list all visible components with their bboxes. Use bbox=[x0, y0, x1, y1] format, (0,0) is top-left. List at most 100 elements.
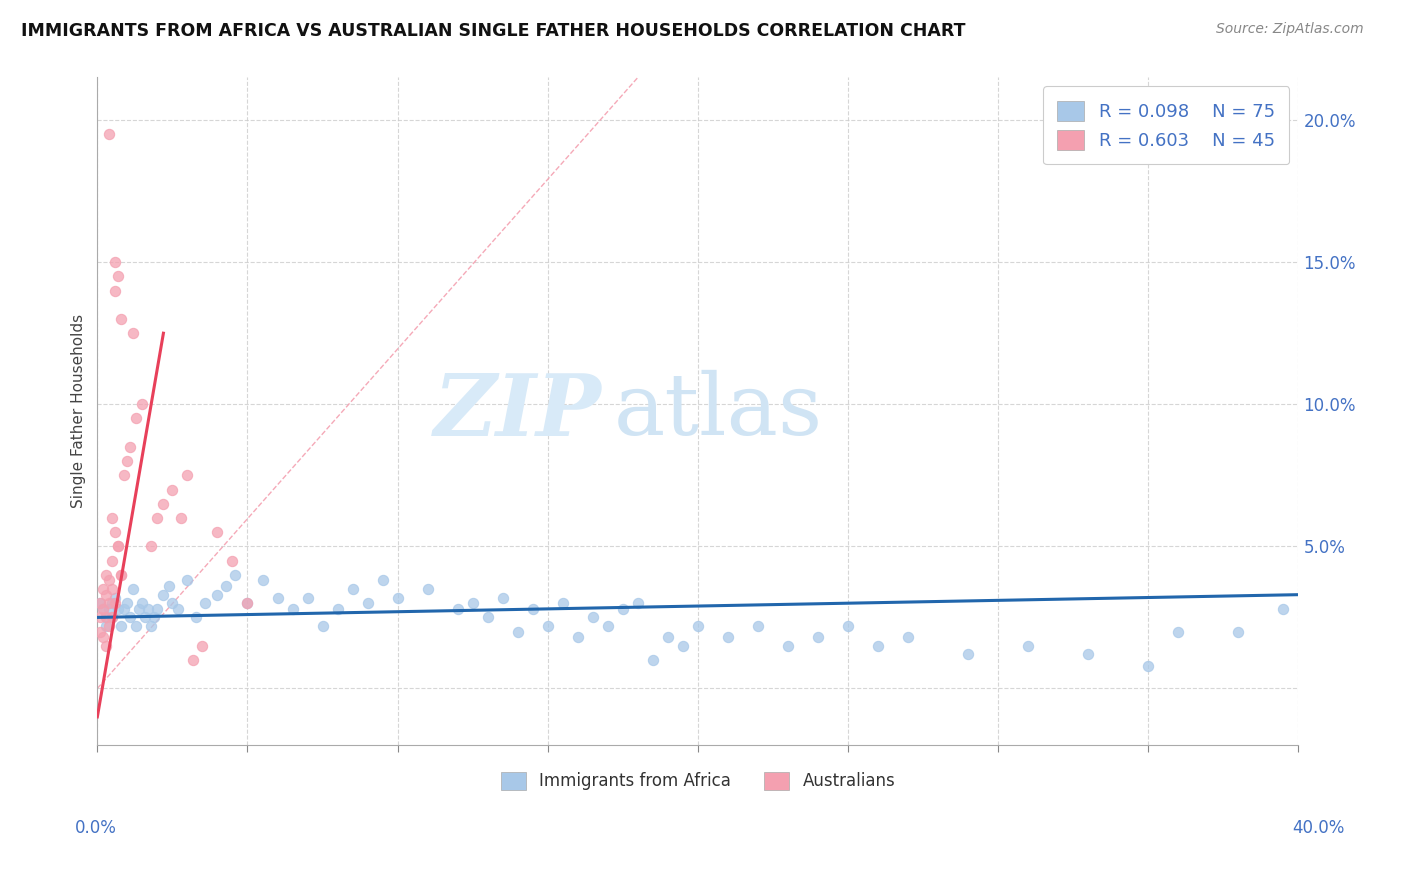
Point bbox=[152, 497, 174, 511]
Point bbox=[224, 567, 246, 582]
Point bbox=[98, 602, 121, 616]
Point bbox=[89, 596, 111, 610]
Point bbox=[957, 648, 980, 662]
Point bbox=[717, 630, 740, 644]
Point bbox=[117, 596, 139, 610]
Point bbox=[311, 619, 333, 633]
Point bbox=[104, 525, 127, 540]
Point bbox=[522, 602, 544, 616]
Point bbox=[641, 653, 664, 667]
Point bbox=[141, 619, 163, 633]
Point bbox=[122, 326, 145, 341]
Point bbox=[96, 610, 118, 624]
Text: 40.0%: 40.0% bbox=[1292, 819, 1346, 837]
Text: atlas: atlas bbox=[614, 370, 823, 453]
Point bbox=[207, 525, 229, 540]
Y-axis label: Single Father Households: Single Father Households bbox=[72, 314, 86, 508]
Point bbox=[326, 602, 349, 616]
Point bbox=[96, 610, 118, 624]
Point bbox=[1077, 648, 1099, 662]
Point bbox=[176, 468, 198, 483]
Point bbox=[104, 596, 127, 610]
Point bbox=[1227, 624, 1250, 639]
Point bbox=[131, 596, 153, 610]
Point bbox=[342, 582, 364, 596]
Point bbox=[215, 579, 238, 593]
Point bbox=[506, 624, 529, 639]
Point bbox=[93, 602, 115, 616]
Point bbox=[582, 610, 605, 624]
Point bbox=[146, 511, 169, 525]
Point bbox=[747, 619, 769, 633]
Point bbox=[128, 602, 150, 616]
Point bbox=[89, 624, 111, 639]
Point bbox=[387, 591, 409, 605]
Point bbox=[104, 591, 127, 605]
Point bbox=[141, 540, 163, 554]
Point bbox=[107, 602, 129, 616]
Text: 0.0%: 0.0% bbox=[75, 819, 117, 837]
Point bbox=[686, 619, 709, 633]
Point bbox=[194, 596, 217, 610]
Point bbox=[98, 596, 121, 610]
Point bbox=[101, 582, 124, 596]
Point bbox=[297, 591, 319, 605]
Point bbox=[101, 610, 124, 624]
Text: ZIP: ZIP bbox=[434, 369, 602, 453]
Point bbox=[236, 596, 259, 610]
Point bbox=[98, 128, 121, 142]
Point bbox=[93, 582, 115, 596]
Point bbox=[110, 567, 132, 582]
Point bbox=[868, 639, 890, 653]
Point bbox=[416, 582, 439, 596]
Point bbox=[461, 596, 484, 610]
Point bbox=[96, 567, 118, 582]
Point bbox=[143, 610, 166, 624]
Point bbox=[117, 454, 139, 468]
Point bbox=[120, 610, 142, 624]
Text: Source: ZipAtlas.com: Source: ZipAtlas.com bbox=[1216, 22, 1364, 37]
Point bbox=[96, 639, 118, 653]
Point bbox=[107, 540, 129, 554]
Point bbox=[162, 596, 184, 610]
Point bbox=[104, 255, 127, 269]
Point bbox=[356, 596, 378, 610]
Point bbox=[252, 574, 274, 588]
Point bbox=[207, 588, 229, 602]
Point bbox=[371, 574, 394, 588]
Point bbox=[191, 639, 214, 653]
Point bbox=[125, 619, 148, 633]
Point bbox=[104, 284, 127, 298]
Point bbox=[101, 596, 124, 610]
Point bbox=[1017, 639, 1039, 653]
Point bbox=[266, 591, 288, 605]
Point bbox=[186, 610, 208, 624]
Point bbox=[107, 540, 129, 554]
Point bbox=[93, 630, 115, 644]
Point bbox=[672, 639, 695, 653]
Point bbox=[492, 591, 515, 605]
Point bbox=[101, 610, 124, 624]
Point bbox=[1137, 658, 1160, 673]
Point bbox=[837, 619, 859, 633]
Point bbox=[170, 511, 193, 525]
Point bbox=[112, 602, 135, 616]
Point bbox=[447, 602, 470, 616]
Point bbox=[98, 574, 121, 588]
Point bbox=[1272, 602, 1295, 616]
Point bbox=[157, 579, 180, 593]
Point bbox=[537, 619, 560, 633]
Point bbox=[131, 397, 153, 411]
Point bbox=[138, 602, 160, 616]
Point bbox=[183, 653, 205, 667]
Point bbox=[146, 602, 169, 616]
Point bbox=[551, 596, 574, 610]
Point bbox=[110, 312, 132, 326]
Point bbox=[107, 269, 129, 284]
Point bbox=[112, 468, 135, 483]
Point bbox=[125, 411, 148, 425]
Point bbox=[612, 602, 634, 616]
Point bbox=[657, 630, 679, 644]
Point bbox=[221, 553, 243, 567]
Point bbox=[101, 553, 124, 567]
